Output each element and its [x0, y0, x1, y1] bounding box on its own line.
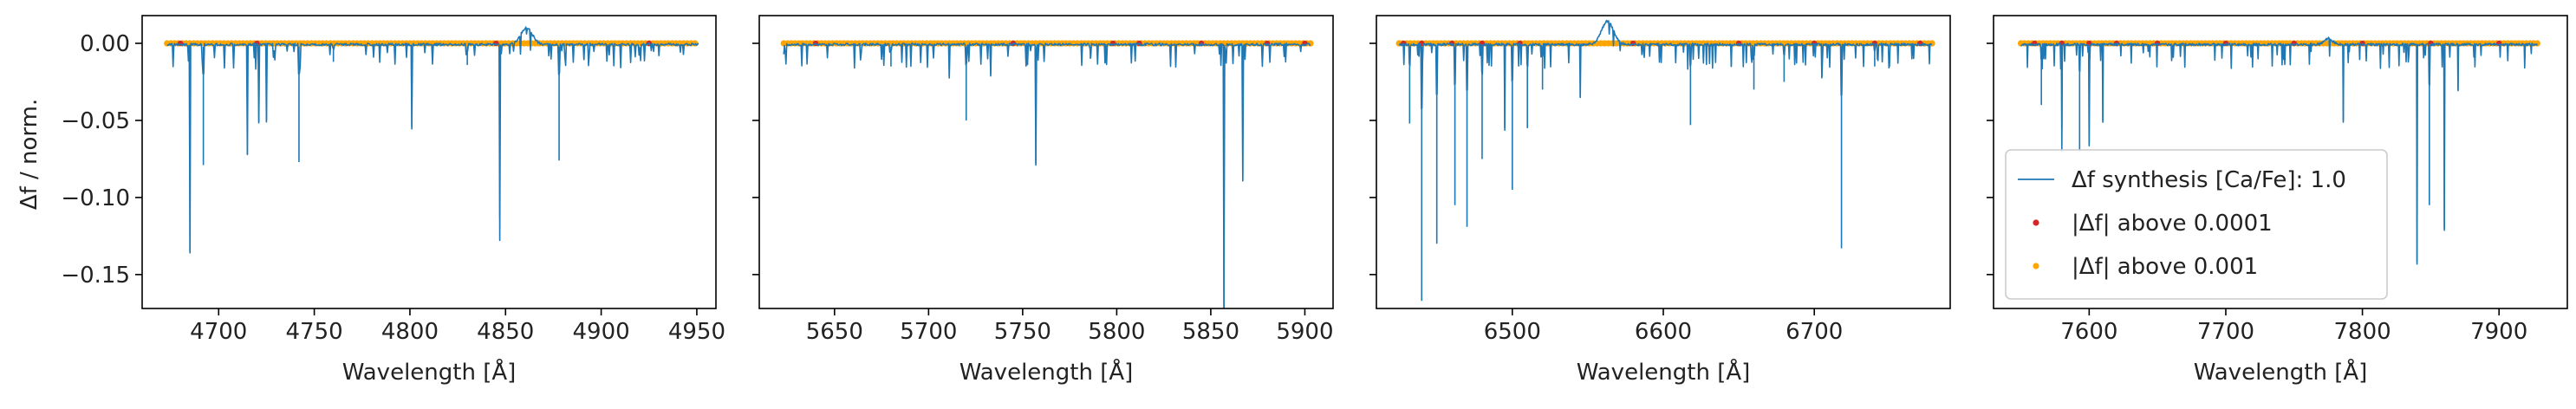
x-tick-label: 4850: [477, 319, 534, 345]
x-tick-label: 4750: [286, 319, 343, 345]
plot-area: [164, 26, 699, 254]
x-tick-label: 6700: [1786, 319, 1843, 345]
x-tick-label: 6500: [1484, 319, 1541, 345]
legend: Δf synthesis [Ca/Fe]: 1.0 |Δf| above 0.00…: [2005, 149, 2388, 300]
x-tick-label: 5850: [1182, 319, 1239, 345]
plot-area: [1395, 19, 1935, 302]
legend-box: [2005, 149, 2388, 300]
panel-3: 6500 6600 6700 Wavelength [Å]: [1369, 15, 1951, 386]
y-tick-label: −0.10: [61, 185, 130, 211]
legend-entry-label: |Δf| above 0.001: [2072, 254, 2258, 280]
x-tick-label: 4900: [573, 319, 630, 345]
x-tick-label: 5800: [1088, 319, 1145, 345]
x-tick-label: 5700: [900, 319, 957, 345]
x-tick-label: 4700: [190, 319, 247, 345]
x-axis-label: Wavelength [Å]: [959, 358, 1134, 386]
spectrum-line: [2020, 36, 2539, 265]
spectrum-line: [166, 26, 699, 254]
x-tick-label: 7700: [2197, 319, 2254, 345]
x-tick-label: 6600: [1635, 319, 1692, 345]
x-axis-label: Wavelength [Å]: [1577, 358, 1751, 386]
axes-frame: [758, 15, 1334, 309]
x-tick-label: 5900: [1276, 319, 1333, 345]
legend-entry-label: Δf synthesis [Ca/Fe]: 1.0: [2072, 167, 2346, 193]
x-tick-label: 4800: [381, 319, 439, 345]
x-tick-label: 5650: [806, 319, 863, 345]
x-axis-label: Wavelength [Å]: [342, 358, 517, 386]
y-tick-label: 0.00: [80, 31, 130, 57]
plot-area: [780, 40, 1314, 308]
legend-dot-swatch: [2033, 263, 2039, 269]
y-tick-label: −0.15: [61, 263, 130, 289]
panel-1: 4700 4750 4800 4850 4900 4950 0.00 −0.05 −0.10 −0…: [61, 15, 725, 386]
spectrum-line: [1398, 19, 1933, 132]
panel-4: 7600 7700 7800 7900 Wavelength [Å] Δf synthes…: [1987, 15, 2568, 386]
x-tick-label: 7800: [2333, 319, 2391, 345]
plot-area: [2017, 36, 2540, 265]
x-tick-label: 7600: [2060, 319, 2117, 345]
x-tick-label: 5750: [994, 319, 1051, 345]
axes-frame: [141, 15, 717, 309]
legend-entry-label: |Δf| above 0.0001: [2072, 211, 2273, 237]
y-axis-label: Δf / norm.: [16, 99, 42, 210]
axes-frame: [1993, 15, 2568, 309]
x-tick-label: 4950: [668, 319, 725, 345]
x-axis-label: Wavelength [Å]: [2194, 358, 2368, 386]
y-tick-label: −0.05: [61, 108, 130, 134]
panel-2: 5650 5700 5750 5800 5850 5900 Wavelength [Å]: [752, 15, 1334, 386]
x-tick-label: 7900: [2470, 319, 2527, 345]
spectrum-line: [783, 42, 1311, 308]
legend-dot-swatch: [2033, 219, 2039, 226]
